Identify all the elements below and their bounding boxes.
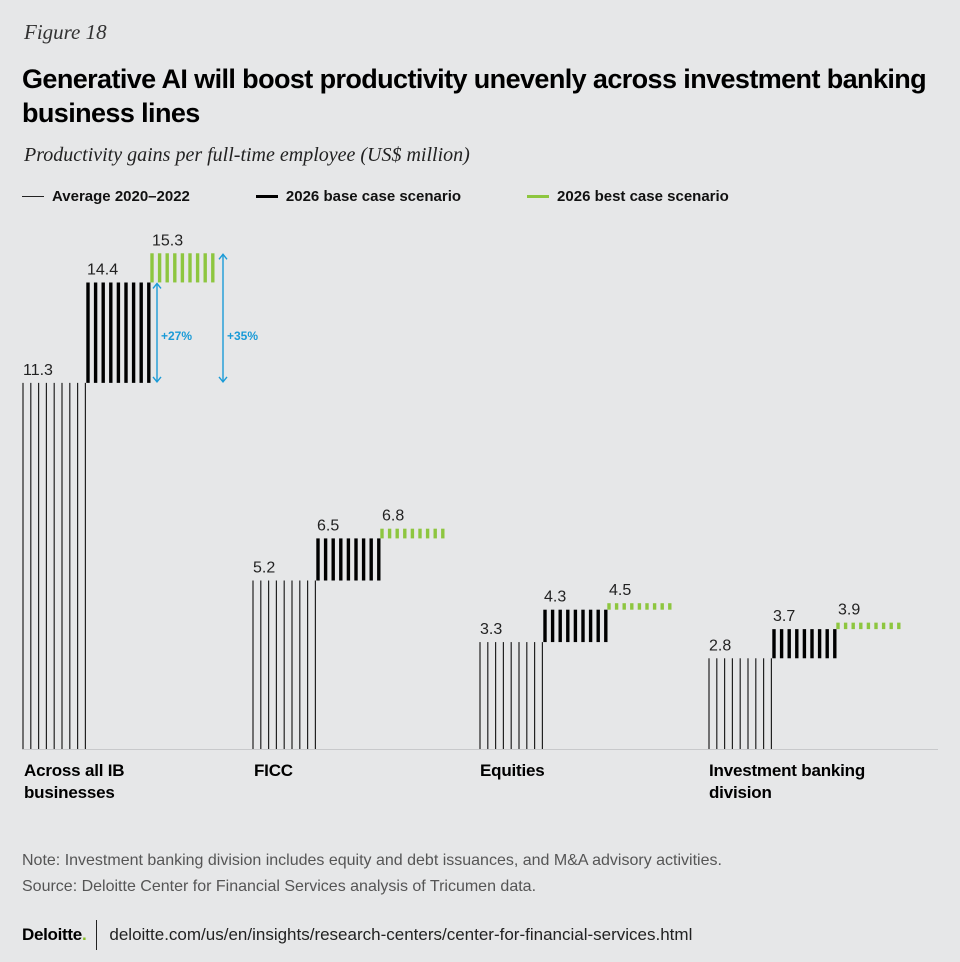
- legend-swatch-best: [527, 194, 550, 198]
- value-label-best-equities: 4.5: [609, 582, 631, 599]
- note-text: Note: Investment banking division includ…: [22, 852, 722, 869]
- bar-base-equities: [543, 609, 608, 643]
- bar-base-across-all-ib-businesses: [86, 282, 151, 383]
- chart-title: Generative AI will boost productivity un…: [22, 64, 927, 128]
- value-label-base-across-all-ib-businesses: 14.4: [87, 261, 118, 278]
- category-label-ibd: Investment banking division: [709, 761, 866, 802]
- bar-best-ficc: [380, 528, 445, 539]
- footer: Deloitte. deloitte.com/us/en/insights/re…: [22, 918, 692, 952]
- value-label-base-ficc: 6.5: [317, 517, 339, 534]
- legend-label-best: 2026 best case scenario: [557, 187, 729, 205]
- footer-url-link[interactable]: deloitte.com/us/en/insights/research-cen…: [109, 925, 693, 944]
- annotation-arrow-base: [152, 282, 162, 384]
- bar-average-investment-banking-division: [708, 658, 773, 749]
- value-label-average-across-all-ib-businesses: 11.3: [23, 362, 53, 379]
- value-label-average-investment-banking-division: 2.8: [709, 637, 731, 654]
- legend-item-base: 2026 base case scenario: [255, 187, 462, 205]
- value-label-base-investment-banking-division: 3.7: [773, 608, 795, 625]
- deloitte-logo: Deloitte.: [22, 925, 87, 945]
- notes-block: Note: Investment banking division includ…: [22, 848, 722, 900]
- source-text: Source: Deloitte Center for Financial Se…: [22, 878, 537, 895]
- bar-average-across-all-ib-businesses: [22, 382, 87, 749]
- legend-label-base: 2026 base case scenario: [285, 187, 462, 205]
- annotation-label-best: +35%: [227, 329, 258, 343]
- value-label-base-equities: 4.3: [544, 589, 566, 606]
- annotation-label-base: +27%: [161, 329, 192, 343]
- bar-average-ficc: [252, 580, 316, 749]
- bar-best-across-all-ib-businesses: [150, 253, 215, 283]
- figure-label: Figure 18: [24, 20, 107, 44]
- bar-best-equities: [607, 603, 672, 610]
- value-label-best-ficc: 6.8: [382, 508, 404, 525]
- logo-dot: .: [81, 925, 87, 944]
- chart-legend: Average 2020–2022 2026 base case scenari…: [22, 184, 795, 208]
- bar-base-investment-banking-division: [772, 629, 837, 659]
- annotation-arrow-best: [218, 253, 228, 384]
- category-label-equities: Equities: [480, 761, 545, 780]
- bar-average-equities: [479, 642, 544, 749]
- value-label-best-investment-banking-division: 3.9: [838, 602, 860, 619]
- value-label-best-across-all-ib-businesses: 15.3: [152, 232, 183, 249]
- legend-swatch-base: [255, 194, 278, 198]
- category-label-all-ib: Across all IB businesses: [24, 761, 125, 802]
- bar-base-ficc: [316, 538, 381, 581]
- legend-item-best: 2026 best case scenario: [527, 188, 729, 205]
- legend-item-average: Average 2020–2022: [22, 188, 190, 205]
- legend-label-average: Average 2020–2022: [52, 187, 190, 205]
- chart-subtitle: Productivity gains per full-time employe…: [24, 144, 470, 166]
- value-label-average-equities: 3.3: [480, 621, 502, 638]
- bar-best-investment-banking-division: [836, 622, 901, 630]
- value-label-average-ficc: 5.2: [253, 560, 275, 577]
- category-label-ficc: FICC: [254, 761, 293, 780]
- logo-text: Deloitte: [22, 925, 82, 944]
- legend-swatch-average: [22, 195, 44, 197]
- footer-divider: [96, 920, 98, 950]
